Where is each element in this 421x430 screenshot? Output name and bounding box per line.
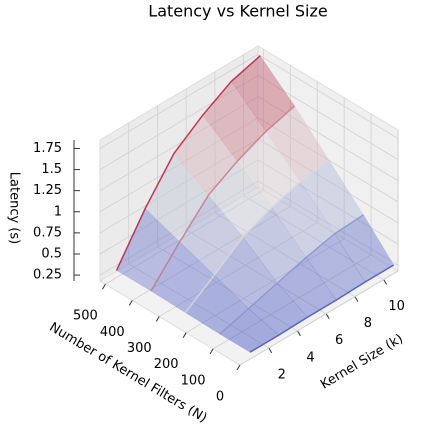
z-tick-label: 0.5	[41, 246, 62, 261]
y-tick-label: 0	[216, 390, 224, 405]
grid-line	[257, 180, 399, 266]
x-tick	[268, 347, 273, 354]
grid-line	[257, 159, 399, 245]
grid-line	[257, 138, 399, 224]
surface-line	[249, 264, 395, 353]
grid-line	[185, 238, 345, 334]
y-tick	[236, 364, 241, 371]
surface-line	[150, 105, 296, 292]
x-tick-label: 2	[278, 367, 286, 382]
y-tick-label: 100	[181, 373, 206, 388]
y-tick	[155, 316, 160, 322]
grid-line	[99, 96, 259, 192]
grid-line	[99, 75, 259, 170]
surface-line	[115, 55, 261, 271]
z-tick-label: 0.25	[33, 268, 62, 283]
z-tick-label: 1.5	[41, 162, 62, 177]
grid-line	[257, 54, 399, 139]
y-tick	[128, 300, 133, 306]
grid-line	[239, 270, 399, 366]
z-tick-label: 0.75	[33, 225, 62, 240]
y-tick-label: 400	[100, 325, 125, 340]
grid-line	[99, 180, 259, 276]
surface-line	[219, 214, 364, 335]
z-tick-label: 1	[54, 204, 62, 219]
grid-line	[128, 263, 269, 349]
x-tick-label: 6	[335, 333, 343, 348]
y-tick-label: 200	[154, 357, 179, 372]
grid-line	[257, 117, 399, 203]
x-tick-label: 4	[306, 350, 314, 365]
grid-line	[99, 159, 259, 255]
grid-line	[159, 222, 318, 317]
y-tick-label: 300	[127, 341, 152, 356]
x-tick-label: 10	[388, 299, 405, 314]
grid-line	[212, 254, 372, 350]
y-tick	[101, 283, 106, 290]
x-tick	[297, 330, 301, 337]
x-tick	[325, 313, 330, 319]
plot	[115, 55, 395, 353]
z-tick-label: 1.75	[33, 141, 62, 156]
grid-line	[257, 96, 399, 182]
grid-line	[185, 229, 327, 315]
x-tick	[354, 296, 359, 302]
surface-line	[184, 159, 330, 314]
y-tick	[182, 332, 187, 338]
grid-line	[99, 54, 259, 149]
grid-line	[99, 117, 259, 213]
x-axis-label: Kernel Size (k)	[318, 332, 406, 393]
z-tick-label: 1.25	[33, 183, 62, 198]
panes: 24681001002003004005000.250.50.7511.251.…	[33, 45, 405, 405]
y-tick	[209, 348, 214, 355]
grid-line	[99, 138, 259, 234]
x-tick-label: 8	[364, 316, 372, 331]
x-tick	[383, 279, 388, 285]
grid-line	[214, 212, 356, 297]
chart-title: Latency vs Kernel Size	[148, 2, 327, 21]
y-tick-label: 500	[73, 309, 98, 324]
grid-line	[105, 189, 264, 285]
grid-line	[157, 246, 298, 332]
z-axis-label: Latency (s)	[7, 172, 22, 244]
grid-line	[257, 75, 399, 160]
grid-line	[243, 195, 384, 280]
grid-line	[132, 206, 291, 301]
